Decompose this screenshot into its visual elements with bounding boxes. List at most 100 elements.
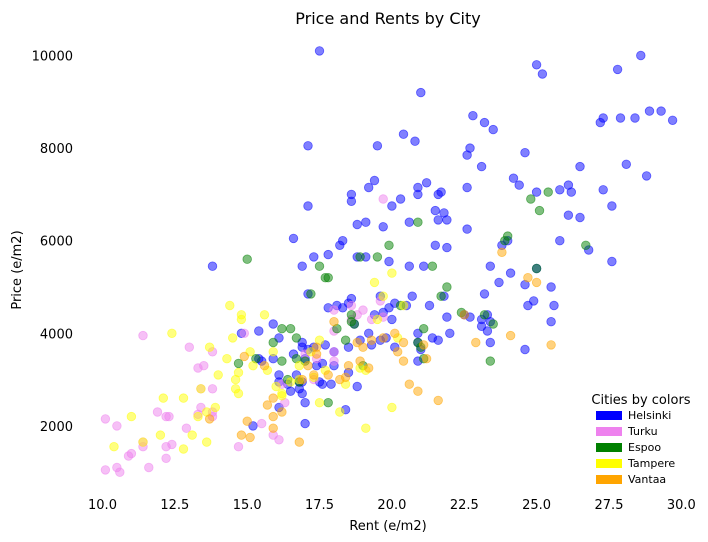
- point-vantaa-21: [364, 363, 374, 373]
- point-vantaa-22: [366, 335, 377, 345]
- legend-title: Cities by colors: [591, 393, 690, 408]
- point-helsinki-27: [575, 161, 585, 172]
- point-vantaa-26: [398, 337, 409, 348]
- point-vantaa-7: [268, 411, 278, 422]
- point-tampere-31: [285, 377, 296, 387]
- point-helsinki-50: [462, 224, 472, 234]
- x-tick-label-4: 20.0: [377, 498, 406, 513]
- legend-label-tampere: Tampere: [627, 457, 675, 470]
- point-tampere-30: [277, 391, 287, 401]
- point-vantaa-17: [340, 372, 351, 383]
- point-helsinki-120: [309, 252, 319, 262]
- point-helsinki-34: [531, 187, 542, 197]
- point-vantaa-15: [329, 317, 339, 327]
- point-vantaa-4: [259, 361, 270, 371]
- point-helsinki-4: [612, 64, 623, 75]
- point-helsinki-40: [462, 182, 472, 193]
- y-tick-label-3: 8000: [40, 142, 73, 157]
- point-helsinki-75: [494, 277, 504, 288]
- point-vantaa-40: [294, 437, 305, 447]
- point-helsinki-6: [303, 141, 313, 151]
- legend-swatch-tampere: [596, 459, 622, 468]
- point-tampere-10: [196, 384, 206, 394]
- point-helsinki-48: [430, 205, 441, 216]
- point-espoo-29: [442, 282, 452, 292]
- point-espoo-33: [488, 319, 498, 329]
- y-axis-ticks: 2000 4000 6000 8000 10000: [32, 50, 73, 435]
- point-espoo-3: [285, 324, 296, 334]
- point-helsinki-155: [317, 379, 328, 389]
- point-helsinki-2: [537, 69, 548, 79]
- point-helsinki-15: [476, 161, 487, 172]
- point-vantaa-39: [546, 340, 556, 350]
- point-espoo-35: [503, 231, 513, 241]
- point-helsinki-23: [644, 106, 655, 116]
- x-tick-label-5: 22.5: [450, 498, 479, 513]
- point-tampere-6: [178, 393, 189, 403]
- point-espoo-31: [479, 310, 490, 320]
- point-helsinki-60: [404, 217, 415, 227]
- point-helsinki-149: [285, 386, 296, 396]
- point-helsinki-121: [297, 261, 307, 271]
- point-tampere-50: [204, 342, 215, 352]
- point-helsinki-57: [361, 217, 371, 227]
- x-tick-label-6: 25.0: [522, 498, 551, 513]
- point-espoo-39: [543, 187, 553, 197]
- point-vantaa-37: [523, 273, 533, 283]
- point-helsinki-158: [352, 381, 362, 392]
- point-vantaa-41: [311, 342, 322, 352]
- point-turku-14: [167, 439, 177, 450]
- point-helsinki-152: [297, 388, 307, 399]
- point-vantaa-27: [398, 356, 409, 366]
- chart-title: Price and Rents by City: [295, 9, 480, 28]
- legend-swatch-turku: [596, 427, 622, 436]
- point-tampere-3: [155, 430, 166, 440]
- point-helsinki-85: [479, 289, 490, 299]
- point-vantaa-10: [297, 374, 307, 385]
- point-turku-36: [329, 356, 339, 366]
- point-vantaa-42: [352, 337, 362, 348]
- point-turku-20: [207, 384, 218, 394]
- point-helsinki-68: [404, 261, 415, 271]
- point-vantaa-23: [378, 333, 388, 343]
- point-helsinki-122: [323, 249, 333, 260]
- point-helsinki-28: [641, 171, 652, 181]
- point-espoo-18: [349, 319, 360, 329]
- point-helsinki-156: [326, 379, 336, 389]
- point-helsinki-20: [598, 113, 608, 123]
- point-espoo-0: [242, 254, 252, 264]
- point-tampere-45: [378, 291, 388, 301]
- point-helsinki-96: [433, 335, 443, 345]
- point-turku-49: [164, 411, 174, 422]
- point-helsinki-58: [387, 201, 397, 211]
- point-turku-27: [233, 442, 244, 452]
- point-espoo-26: [419, 324, 429, 334]
- point-helsinki-11: [479, 117, 490, 128]
- point-helsinki-49: [433, 215, 443, 225]
- point-helsinki-141: [254, 326, 264, 336]
- point-helsinki-52: [369, 175, 380, 186]
- legend-swatch-espoo: [596, 443, 622, 452]
- point-helsinki-5: [636, 50, 646, 61]
- point-helsinki-110: [387, 314, 397, 325]
- points-layer: [100, 46, 678, 477]
- point-helsinki-51: [364, 182, 374, 193]
- x-axis-label: Rent (e/m2): [349, 519, 426, 534]
- point-espoo-11: [314, 261, 325, 271]
- point-vantaa-3: [245, 432, 255, 443]
- point-vantaa-6: [268, 393, 278, 403]
- point-tampere-36: [314, 398, 325, 408]
- point-tampere-15: [222, 354, 232, 364]
- point-vantaa-30: [419, 340, 429, 350]
- legend-label-turku: Turku: [627, 425, 658, 438]
- point-espoo-2: [277, 324, 287, 334]
- point-vantaa-0: [204, 414, 215, 424]
- point-helsinki-1: [531, 60, 542, 70]
- point-helsinki-153: [300, 398, 310, 408]
- point-helsinki-39: [607, 256, 617, 267]
- point-vantaa-32: [433, 395, 443, 406]
- point-helsinki-7: [372, 141, 383, 151]
- point-helsinki-69: [430, 240, 441, 251]
